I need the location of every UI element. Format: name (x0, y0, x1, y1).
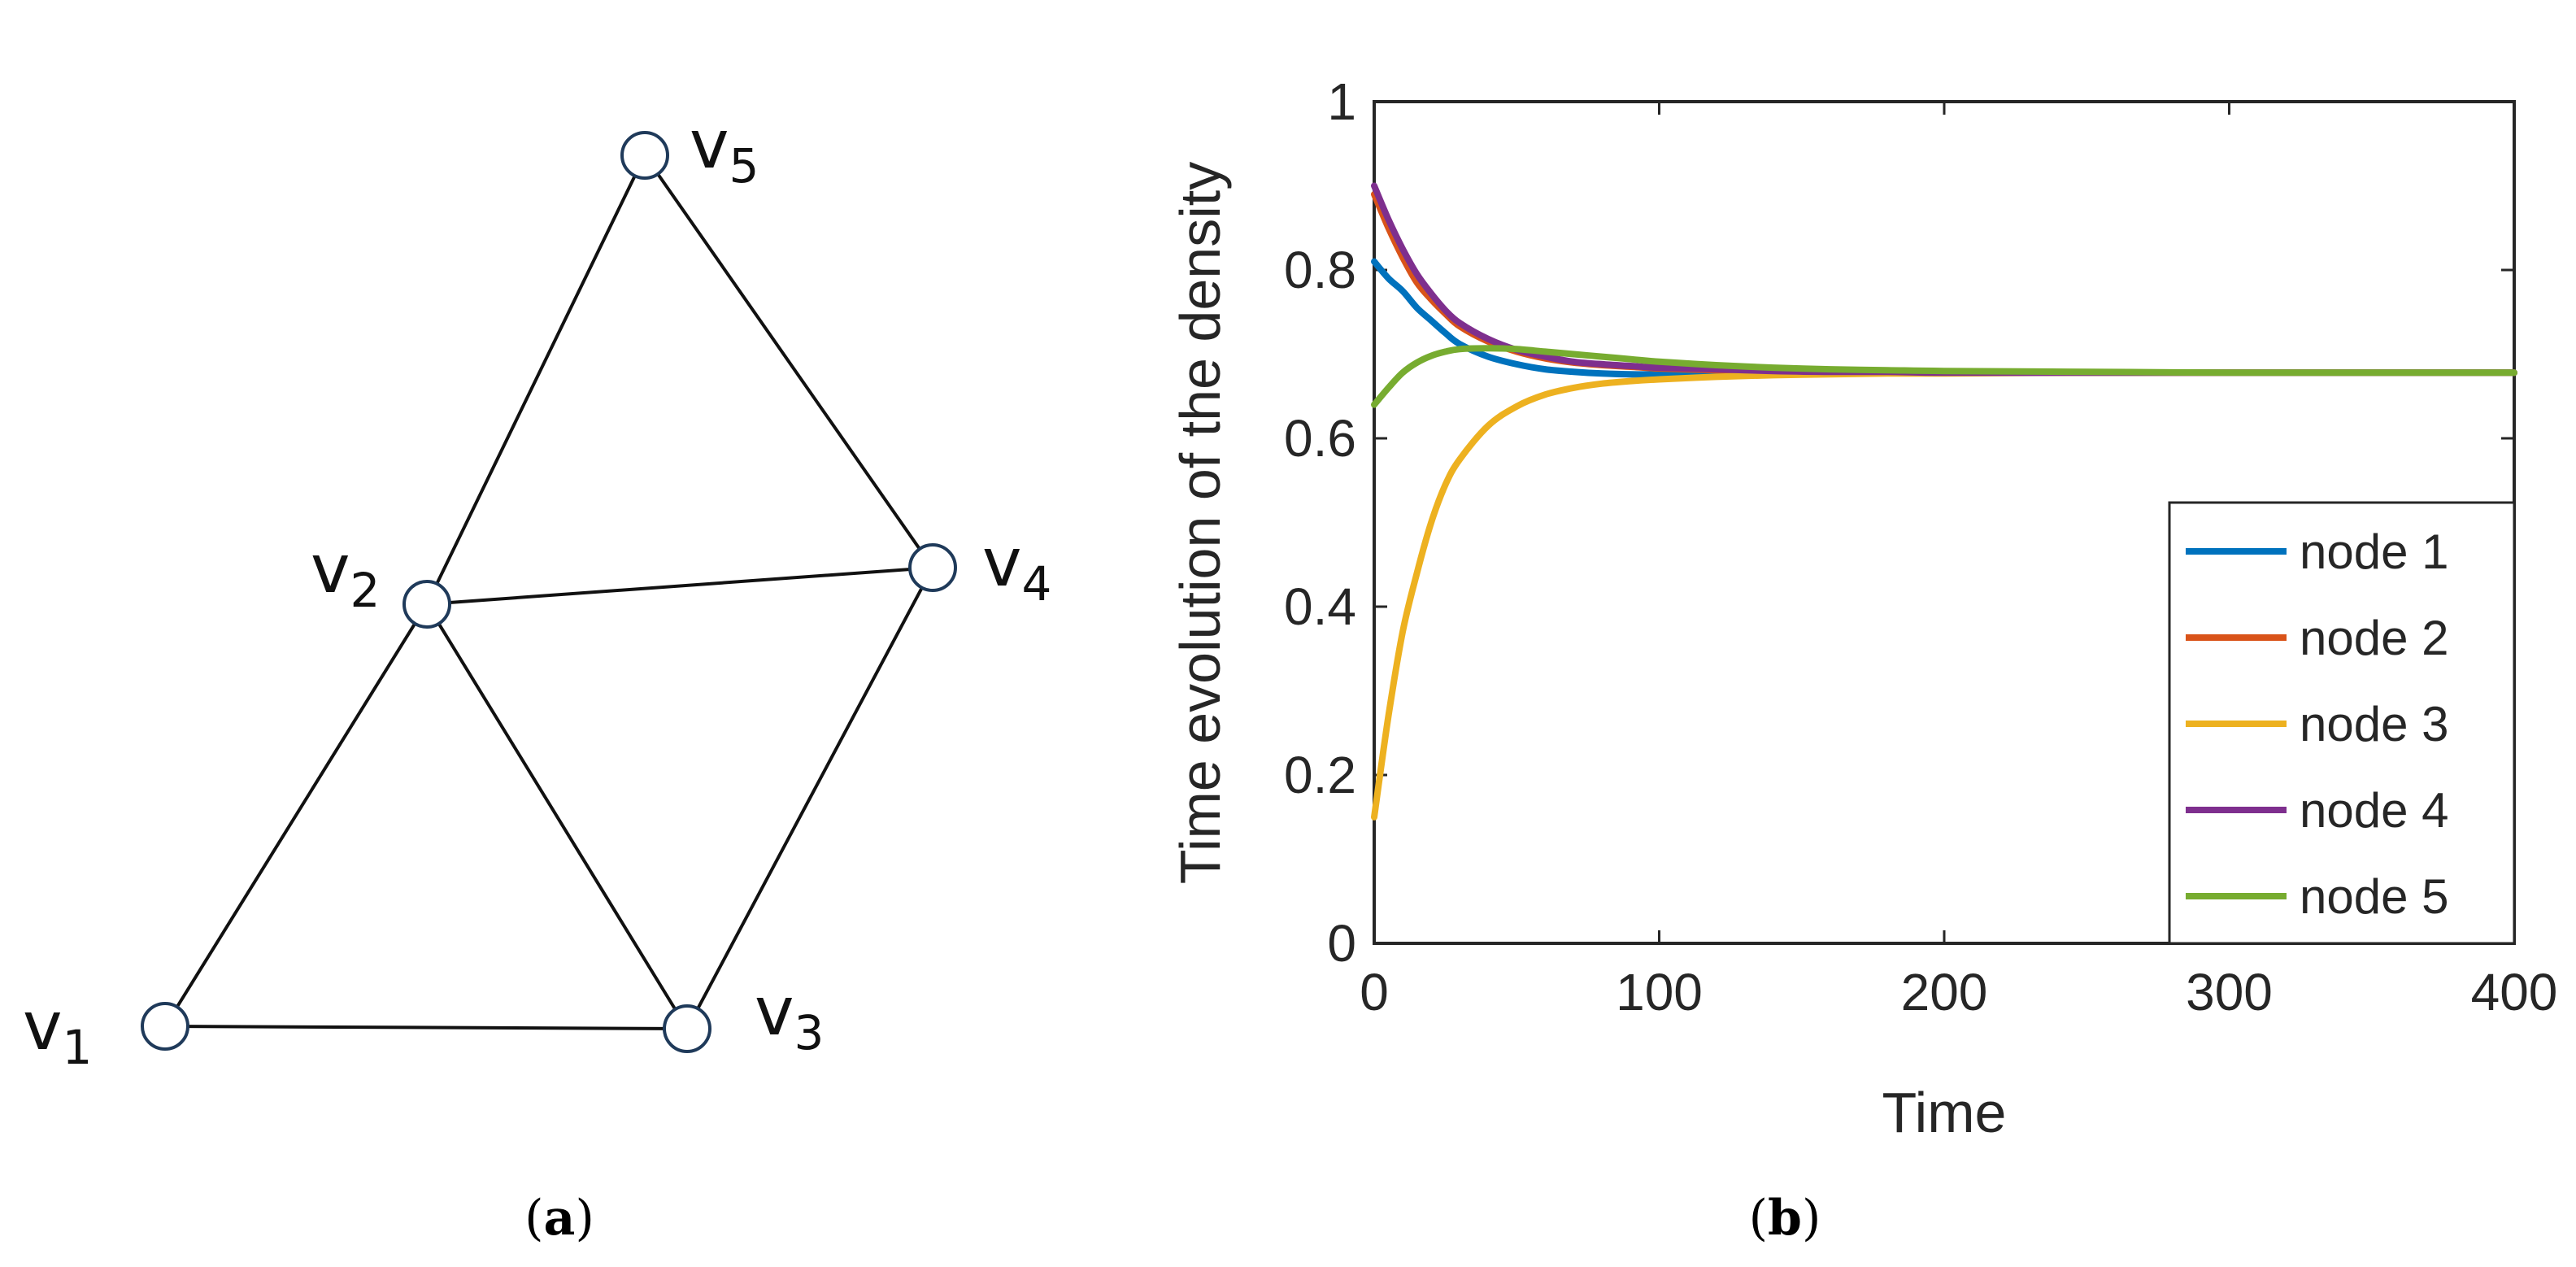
node-label-v2: v2 (311, 531, 380, 618)
x-tick-labels: 0 100 200 300 400 (1360, 963, 2557, 1021)
x-tick-label: 100 (1616, 963, 1703, 1021)
graph-node-v2: v2 (311, 531, 451, 629)
legend-label-node-2: node 2 (2300, 611, 2449, 665)
y-tick-label: 0 (1327, 914, 1356, 973)
graph-node-v5: v5 (620, 107, 759, 194)
graph-edge-v3-v4 (685, 567, 934, 1030)
graph-edge-v4-v5 (643, 154, 934, 569)
x-axis-label: Time (1882, 1081, 2007, 1144)
y-tick-label: 0.2 (1284, 746, 1356, 804)
legend-label-node-1: node 1 (2300, 525, 2449, 579)
node-label-v1: v1 (23, 988, 92, 1075)
node-label-v3: v3 (755, 973, 824, 1060)
x-tick-label: 200 (1901, 963, 1988, 1021)
y-tick-label: 0.8 (1284, 241, 1356, 299)
series-line-node-5 (1371, 345, 2517, 408)
y-tick-label: 0.6 (1284, 409, 1356, 468)
x-tick-label: 0 (1360, 963, 1389, 1021)
graph-edge-v2-v5 (425, 155, 646, 605)
x-tick-label: 400 (2471, 963, 2558, 1021)
graph-edge-v2-v3 (425, 603, 689, 1030)
y-tick-label: 0.4 (1284, 577, 1356, 636)
node-label-v4: v4 (982, 525, 1051, 612)
legend-label-node-5: node 5 (2300, 869, 2449, 924)
y-tick-labels: 0 0.2 0.4 0.6 0.8 1 (1284, 72, 1356, 973)
graph-edges (163, 154, 934, 1030)
graph-edge-v2-v4 (426, 566, 933, 606)
y-tick-label: 1 (1327, 72, 1356, 131)
chart-legend: node 1 node 2 node 3 node 4 node 5 (2168, 501, 2516, 945)
graph-node-v1: v1 (23, 988, 189, 1075)
caption-b: (b) (1749, 1190, 1821, 1247)
caption-a: (a) (524, 1190, 594, 1247)
graph-edge-v1-v3 (164, 1025, 688, 1030)
density-chart-panel: 0 100 200 300 400 0 0.2 0.4 0.6 0.8 1 Time Time e… (1168, 72, 2557, 1247)
legend-label-node-4: node 4 (2300, 783, 2449, 838)
graph-edge-v1-v2 (163, 603, 429, 1028)
series-lines (1371, 182, 2517, 821)
graph-node-v3: v3 (663, 973, 824, 1060)
graph-node-v4: v4 (908, 525, 1051, 612)
y-axis-label: Time evolution of the density (1168, 162, 1232, 884)
node-label-v5: v5 (690, 107, 759, 194)
legend-label-node-3: node 3 (2300, 697, 2449, 751)
x-tick-label: 300 (2186, 963, 2273, 1021)
network-graph-panel: v1 v2 v3 v4 v5 (a) (23, 107, 1051, 1247)
